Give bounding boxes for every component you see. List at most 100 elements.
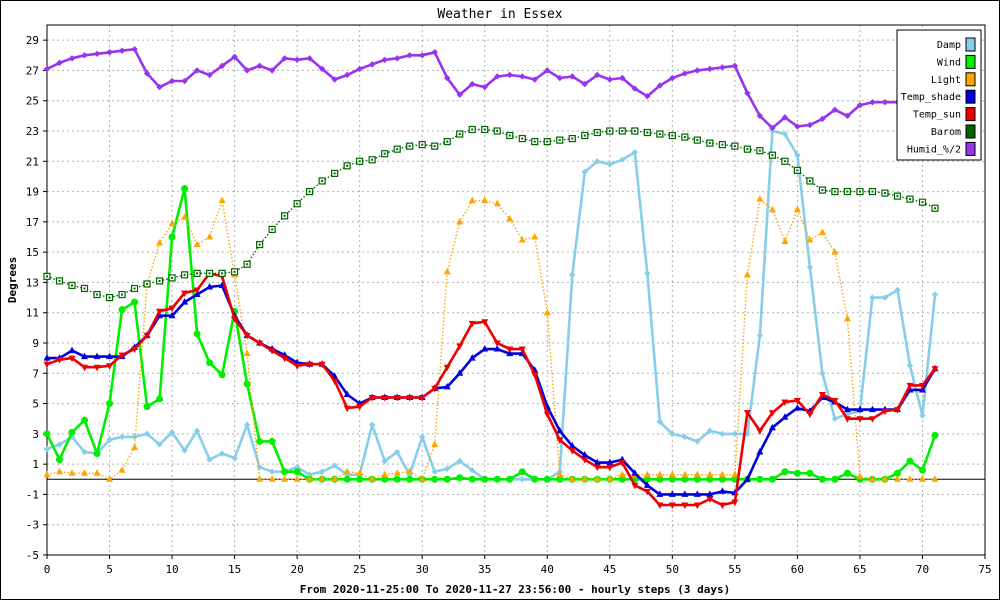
data-point: [356, 404, 364, 411]
data-point: [181, 185, 189, 193]
data-point: [756, 475, 764, 483]
data-point: [856, 472, 864, 479]
data-point: [656, 470, 664, 478]
y-tick-label: 21: [26, 155, 39, 168]
data-point: [718, 502, 726, 510]
y-tick-label: 17: [26, 216, 39, 229]
data-point: [106, 436, 113, 444]
legend-label: Damp: [937, 40, 961, 51]
data-point: [893, 469, 901, 477]
data-point: [43, 445, 51, 453]
data-point: [368, 475, 376, 482]
data-point: [806, 469, 814, 477]
data-point: [656, 82, 664, 89]
data-point: [81, 352, 89, 360]
data-point: [681, 433, 689, 441]
data-point: [519, 476, 526, 483]
data-point: [181, 290, 189, 298]
data-point: [768, 205, 776, 213]
legend-label: Temp_shade: [901, 92, 961, 103]
data-point: [118, 352, 126, 360]
data-point: [569, 271, 576, 279]
data-point: [643, 475, 651, 483]
data-point: [618, 475, 626, 483]
x-tick-label: 5: [106, 563, 113, 576]
data-point: [81, 416, 89, 424]
data-point: [293, 56, 301, 64]
data-point: [531, 76, 538, 83]
data-point: [493, 345, 501, 352]
data-point: [268, 475, 276, 482]
data-point: [868, 405, 876, 413]
data-point: [469, 80, 476, 88]
data-point: [331, 475, 339, 482]
legend-swatch: [965, 54, 976, 69]
data-point: [631, 469, 639, 476]
data-point: [206, 71, 213, 79]
data-point: [843, 416, 851, 423]
data-point: [393, 475, 401, 483]
data-point: [819, 115, 826, 123]
data-point: [131, 443, 139, 450]
data-point: [306, 475, 314, 482]
data-point: [893, 475, 901, 482]
data-point: [318, 475, 326, 482]
data-point: [444, 74, 451, 82]
data-point: [68, 55, 76, 62]
data-point: [656, 490, 664, 497]
data-point: [869, 294, 876, 301]
data-point: [268, 468, 276, 475]
series-humid-2: [43, 46, 939, 132]
data-point: [881, 408, 889, 416]
data-point: [643, 481, 651, 488]
data-point: [56, 441, 63, 448]
data-point: [681, 470, 689, 478]
data-point: [493, 340, 501, 347]
data-point: [118, 466, 126, 473]
data-point: [618, 460, 626, 467]
y-tick-label: 19: [26, 186, 39, 199]
x-tick-label: 30: [416, 563, 429, 576]
data-point: [81, 469, 89, 476]
data-point: [556, 74, 563, 82]
data-point: [381, 56, 388, 64]
data-point: [831, 415, 839, 422]
data-point: [543, 411, 551, 419]
data-point: [431, 49, 438, 56]
data-point: [719, 430, 726, 438]
data-point: [681, 70, 689, 77]
data-point: [68, 346, 76, 354]
data-point: [456, 343, 464, 351]
data-point: [331, 378, 339, 385]
data-point: [544, 67, 551, 74]
data-point: [806, 411, 814, 419]
data-point: [218, 371, 226, 379]
data-point: [393, 448, 401, 456]
data-point: [393, 55, 401, 62]
data-point: [794, 152, 801, 159]
data-point: [443, 364, 451, 372]
data-point: [118, 306, 126, 314]
data-point: [106, 49, 113, 56]
x-tick-label: 65: [853, 563, 866, 576]
x-tick-label: 0: [44, 563, 51, 576]
data-point: [818, 475, 826, 483]
data-point: [68, 428, 76, 436]
data-point: [93, 50, 101, 57]
data-point: [131, 46, 138, 53]
data-point: [206, 233, 214, 240]
data-point: [356, 469, 364, 476]
data-point: [831, 106, 839, 113]
data-point: [644, 270, 651, 277]
data-point: [843, 314, 851, 322]
data-point: [268, 67, 276, 74]
data-point: [468, 196, 476, 204]
data-point: [806, 236, 814, 243]
data-point: [656, 502, 664, 510]
data-point: [393, 469, 401, 476]
data-point: [881, 475, 889, 482]
data-point: [368, 395, 376, 402]
data-point: [318, 468, 326, 475]
data-point: [843, 405, 851, 413]
